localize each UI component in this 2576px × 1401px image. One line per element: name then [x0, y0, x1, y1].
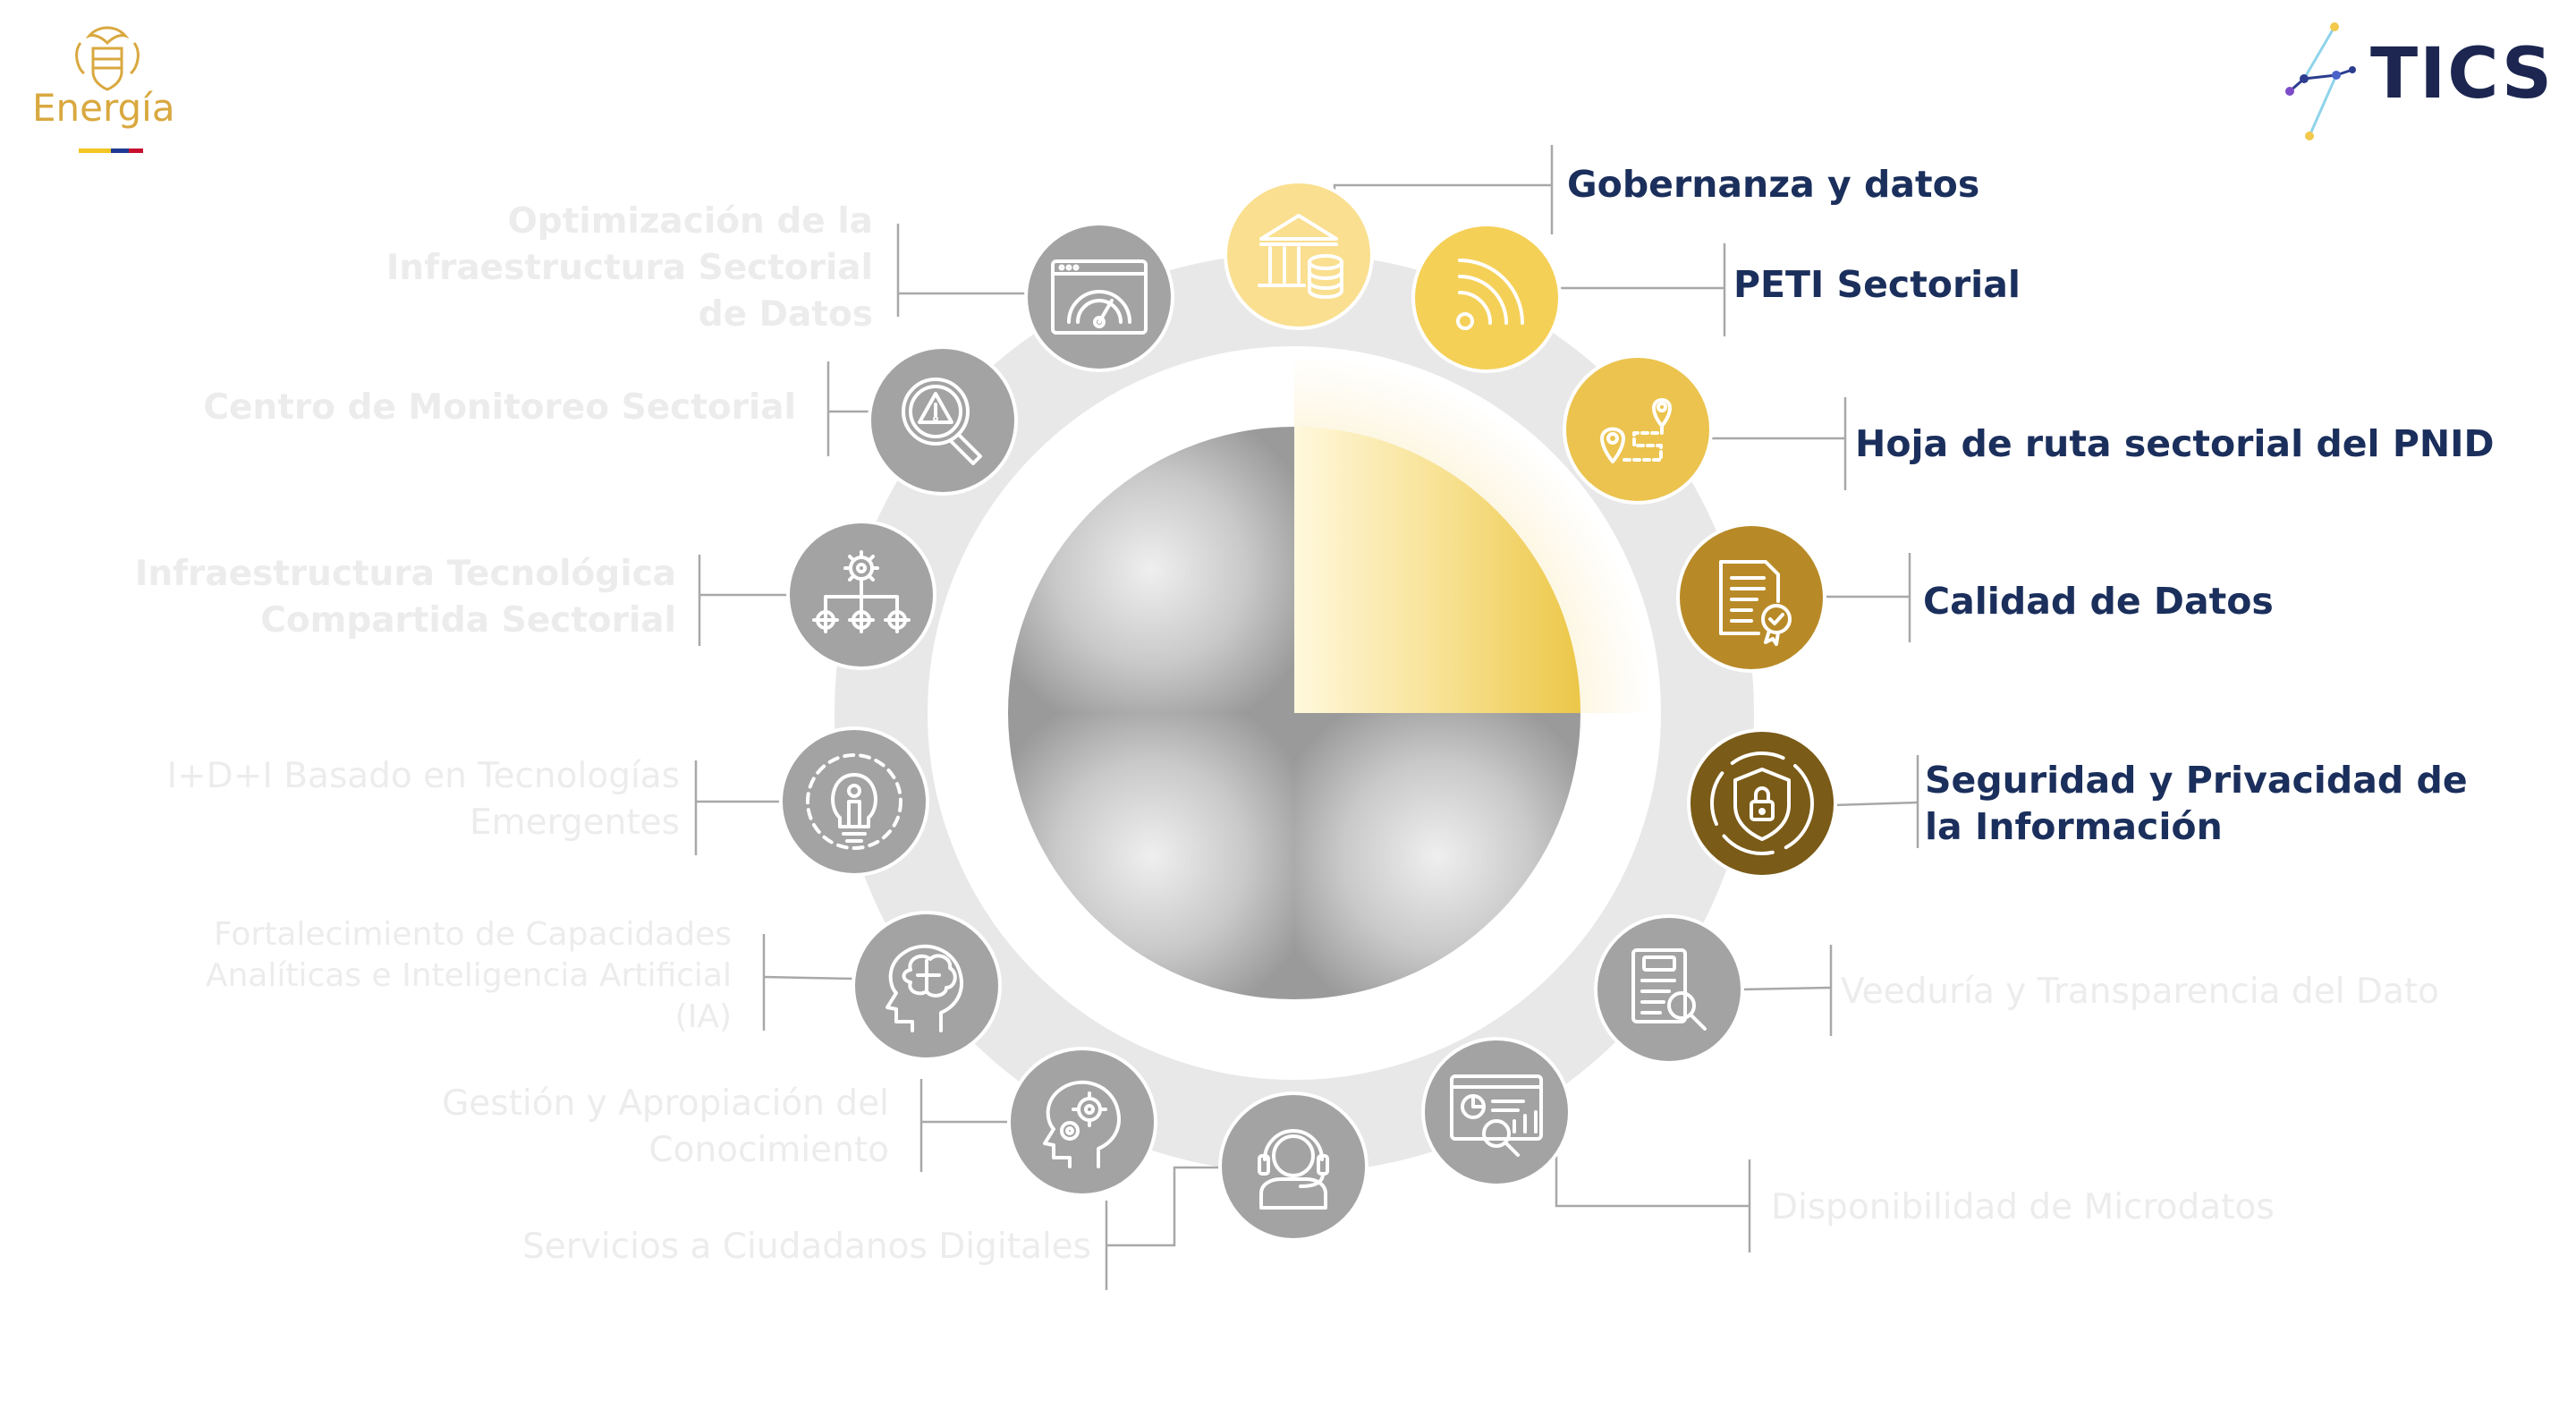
label-conocimiento[interactable]: Gestión y Apropiación del Conocimiento [442, 1083, 889, 1170]
alert-magnifier-icon [902, 378, 982, 465]
node-conocimiento[interactable] [1007, 1047, 1157, 1197]
flag-stripe-blue [111, 149, 129, 153]
shield-lock-icon [1710, 751, 1814, 855]
speedometer-window-icon [1051, 259, 1148, 335]
connector-veeduria [1740, 986, 1832, 991]
label-hoja-ruta[interactable]: Hoja de ruta sectorial del PNID [1855, 422, 2495, 465]
tics-wordmark: TICS [2370, 34, 2555, 115]
quadrant-top-left [1008, 427, 1294, 713]
node-peti[interactable] [1411, 223, 1562, 373]
label-microdatos[interactable]: Disponibilidad de Microdatos [1771, 1187, 2275, 1227]
node-ciudadanos[interactable] [1218, 1091, 1368, 1242]
label-idi[interactable]: I+D+I Basado en Tecnologías Emergentes [166, 756, 681, 843]
audit-clipboard-icon [1631, 948, 1707, 1031]
quadrant-top-right-highlighted [1294, 427, 1580, 713]
quadrant-bottom-left [1008, 713, 1294, 999]
connector-seguridad [1832, 801, 1919, 807]
wifi-signal-icon [1456, 259, 1524, 330]
label-gobernanza[interactable]: Gobernanza y datos [1567, 163, 1980, 206]
certificate-document-icon [1719, 560, 1792, 646]
label-calidad[interactable]: Calidad de Datos [1923, 580, 2274, 623]
gear-hierarchy-icon [812, 550, 911, 633]
connector-gobernanza [1333, 183, 1552, 210]
bank-database-icon [1258, 214, 1343, 299]
label-ciudadanos[interactable]: Servicios a Ciudadanos Digitales [521, 1227, 1091, 1267]
energia-wordmark: Energía [32, 86, 175, 130]
label-monitoreo[interactable]: Centro de Monitoreo Sectorial [203, 387, 796, 428]
network-nodes-icon [2285, 22, 2356, 140]
label-optimizacion[interactable]: Optimización de la Infraestructura Secto… [386, 201, 873, 335]
flag-stripe-yellow [79, 149, 111, 153]
connector-ciudadanos [1106, 1166, 1221, 1247]
label-infra-compartida[interactable]: Infraestructura Tecnológica Compartida S… [134, 554, 676, 641]
connector-lines [694, 145, 1919, 1290]
label-capacidades[interactable]: Fortalecimiento de Capacidades Analítica… [205, 916, 732, 1035]
label-seguridad[interactable]: Seguridad y Privacidad de la Información [1925, 759, 2468, 848]
quadrant-bottom-right [1294, 713, 1580, 999]
flag-stripe-red [129, 149, 143, 153]
node-optimizacion[interactable] [1024, 222, 1174, 372]
route-map-pins-icon [1600, 398, 1672, 463]
center-quadrants [1008, 427, 1580, 999]
colombia-coat-of-arms-icon [75, 26, 140, 91]
brain-head-icon [886, 944, 963, 1032]
connector-microdatos [1555, 1148, 1750, 1208]
head-gears-icon [1043, 1080, 1121, 1168]
connector-capacidades [763, 975, 855, 981]
lightbulb-gear-icon [806, 753, 902, 850]
label-veeduria[interactable]: Veeduría y Transparencia del Dato [1841, 972, 2439, 1012]
label-peti[interactable]: PETI Sectorial [1733, 263, 2021, 306]
node-hoja-ruta[interactable] [1563, 354, 1713, 505]
customer-support-icon [1258, 1129, 1329, 1210]
energia-logo [75, 26, 143, 153]
analytics-dashboard-icon [1450, 1074, 1543, 1157]
